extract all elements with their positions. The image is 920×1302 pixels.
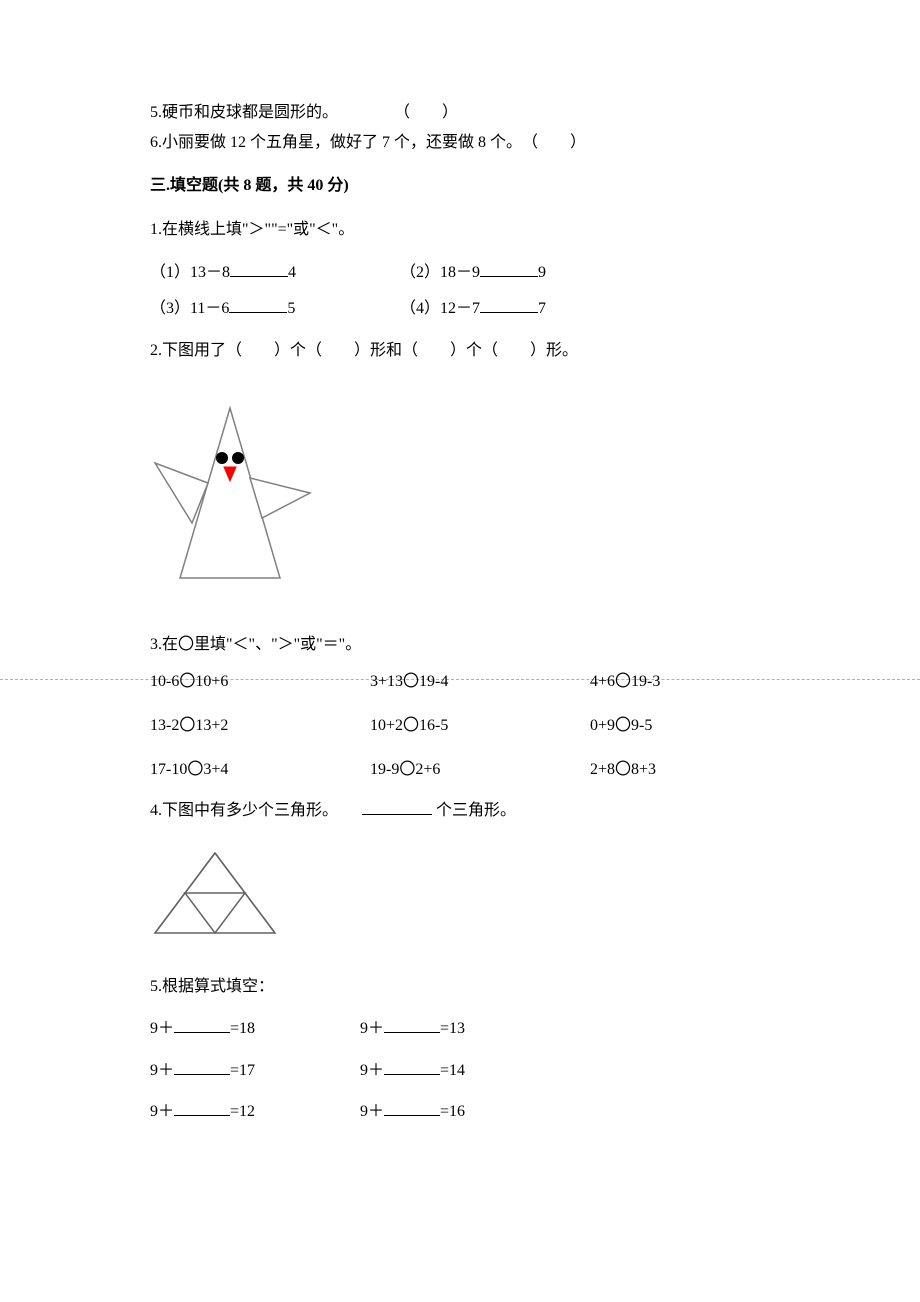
q5-r0-r-post: =13 <box>440 1016 465 1042</box>
q1-c-blank <box>229 297 287 313</box>
q4-prompt-left: 4.下图中有多少个三角形。 <box>150 798 338 824</box>
right-eye <box>232 452 244 464</box>
q5-r2-l-post: =12 <box>230 1099 255 1125</box>
penguin-svg <box>150 403 320 593</box>
q3-r2c0: 17-10〇3+4 <box>150 757 370 783</box>
section-3-title: 三.填空题(共 8 题，共 40 分) <box>150 173 770 199</box>
q5-r0-r-pre: 9＋ <box>360 1016 384 1042</box>
q4-prompt-right: 个三角形。 <box>436 802 516 819</box>
q3-r1c1: 10+2〇16-5 <box>370 713 590 739</box>
q5-r0-l-post: =18 <box>230 1016 255 1042</box>
q1-a-after: 4 <box>288 260 296 286</box>
edge-l <box>155 893 185 933</box>
tf-item-5: 5. 硬币和皮球都是圆形的。 （ ） <box>150 100 770 126</box>
q2: 2.下图用了（ ）个（ ）形和（ ）个（ ）形。 <box>150 338 770 602</box>
triangle-figure-svg <box>150 848 280 938</box>
q1-d-after: 7 <box>538 296 546 322</box>
q5-r1-l-post: =17 <box>230 1058 255 1084</box>
q5-r0-r-blank <box>384 1017 440 1033</box>
tf-num: 5. <box>150 100 162 126</box>
q1-prompt: 1.在横线上填"＞""="或"＜"。 <box>150 217 770 243</box>
q1-c-label: （3）11－6 <box>150 296 229 322</box>
q5-r1-l-pre: 9＋ <box>150 1058 174 1084</box>
q1-c-after: 5 <box>287 296 295 322</box>
tf-num: 6. <box>150 130 162 156</box>
q5: 5.根据算式填空： 9＋ =18 9＋ =13 9＋ =17 9＋ =14 9＋… <box>150 974 770 1124</box>
q1-b-label: （2）18－9 <box>400 260 480 286</box>
q4-blank <box>362 799 432 815</box>
edge-tl <box>185 853 215 893</box>
q5-r2-l-blank <box>174 1100 230 1116</box>
q5-prompt: 5.根据算式填空： <box>150 974 770 1000</box>
q1-a-blank <box>230 261 288 277</box>
inner-triangle <box>185 893 245 933</box>
tf-paren: （ ） <box>522 130 586 156</box>
left-eye <box>216 452 228 464</box>
q1-d-label: （4）12－7 <box>400 296 480 322</box>
q3-r2c1: 19-9〇2+6 <box>370 757 590 783</box>
tf-text: 小丽要做 12 个五角星，做好了 7 个，还要做 8 个。 <box>162 130 522 156</box>
tf-item-6: 6. 小丽要做 12 个五角星，做好了 7 个，还要做 8 个。 （ ） <box>150 130 770 156</box>
q5-r1-r-post: =14 <box>440 1058 465 1084</box>
tf-text: 硬币和皮球都是圆形的。 <box>162 100 338 126</box>
q4-figure <box>150 848 770 947</box>
q5-r2-l-pre: 9＋ <box>150 1099 174 1125</box>
q5-r1-r-pre: 9＋ <box>360 1058 384 1084</box>
q1-b-blank <box>480 261 538 277</box>
q5-r0-l-pre: 9＋ <box>150 1016 174 1042</box>
q5-r0-l-blank <box>174 1017 230 1033</box>
q3-r0c0: 10-6〇10+6 <box>150 669 370 695</box>
q2-prompt: 2.下图用了（ ）个（ ）形和（ ）个（ ）形。 <box>150 338 770 364</box>
edge-r <box>245 893 275 933</box>
edge-tr <box>215 853 245 893</box>
q3-prompt: 3.在〇里填"＜"、"＞"或"＝"。 <box>150 632 770 658</box>
q3-r2c2: 2+8〇8+3 <box>590 757 770 783</box>
q3-r0c1: 3+13〇19-4 <box>370 669 590 695</box>
q3-r0c2: 4+6〇19-3 <box>590 669 770 695</box>
q2-figure <box>150 403 770 602</box>
q1: 1.在横线上填"＞""="或"＜"。 （1）13－8 4 （2）18－9 9 （… <box>150 217 770 322</box>
tf-paren: （ ） <box>394 100 458 126</box>
q1-d-blank <box>480 297 538 313</box>
q5-r1-r-blank <box>384 1059 440 1075</box>
q5-r2-r-blank <box>384 1100 440 1116</box>
q5-r2-r-pre: 9＋ <box>360 1099 384 1125</box>
q3-r1c2: 0+9〇9-5 <box>590 713 770 739</box>
q3-r1c0: 13-2〇13+2 <box>150 713 370 739</box>
q5-r2-r-post: =16 <box>440 1099 465 1125</box>
q3-grid: 10-6〇10+6 3+13〇19-4 4+6〇19-3 13-2〇13+2 1… <box>150 669 770 782</box>
q4: 4.下图中有多少个三角形。 个三角形。 <box>150 798 770 946</box>
q3: 3.在〇里填"＜"、"＞"或"＝"。 10-6〇10+6 3+13〇19-4 4… <box>150 632 770 782</box>
q5-r1-l-blank <box>174 1059 230 1075</box>
q1-b-after: 9 <box>538 260 546 286</box>
q1-a-label: （1）13－8 <box>150 260 230 286</box>
